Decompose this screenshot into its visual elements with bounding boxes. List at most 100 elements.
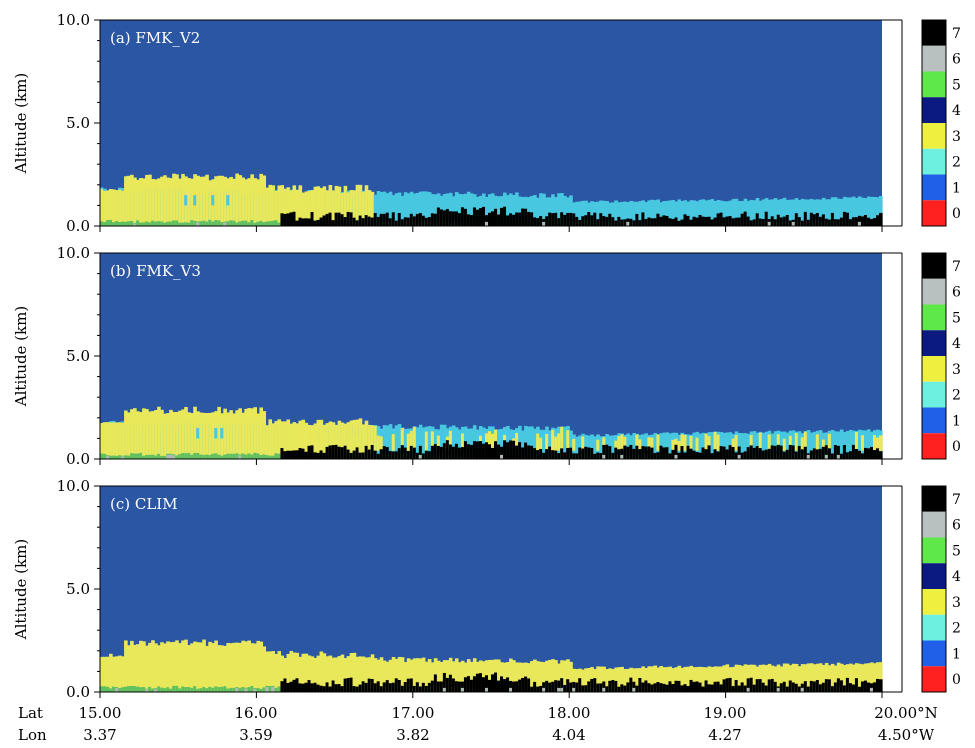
boundary-black-cell: [400, 219, 405, 226]
boundary-black-cell: [584, 685, 588, 692]
boundary-black-cell: [671, 218, 676, 226]
boundary-black-cell: [743, 451, 748, 459]
yellow-stripe-cell: [406, 433, 411, 451]
dust-layer-cell: [232, 413, 236, 459]
surface-green-cell: [187, 222, 191, 226]
boundary-black-cell: [280, 681, 285, 692]
boundary-black-cell: [289, 450, 294, 459]
upper-layer-cell: [650, 666, 655, 692]
surface-green-cell: [172, 220, 176, 226]
upper-layer-cell: [794, 663, 799, 692]
boundary-black-cell: [863, 215, 868, 226]
boundary-black-cell: [346, 449, 351, 459]
surface-gray-cell: [572, 687, 576, 692]
surface-green-cell: [277, 686, 282, 692]
boundary-black-cell: [412, 447, 417, 459]
colorbar-swatch: [922, 304, 946, 331]
surface-green-cell: [157, 686, 161, 692]
boundary-black-cell: [611, 217, 615, 226]
upper-layer-cell: [842, 664, 847, 692]
dust-layer-cell: [355, 419, 360, 459]
dust-layer-cell: [151, 411, 155, 459]
upper-layer-cell: [623, 668, 627, 692]
lat-tick-label: 17.00: [392, 704, 435, 722]
dust-layer-cell: [298, 185, 303, 226]
boundary-black-cell: [364, 445, 369, 459]
boundary-black-cell: [605, 444, 609, 459]
boundary-black-cell: [701, 216, 706, 226]
upper-layer-cell: [563, 195, 567, 226]
boundary-black-cell: [497, 444, 501, 459]
upper-layer-cell: [635, 668, 639, 692]
boundary-black-cell: [590, 447, 594, 459]
upper-layer-cell: [487, 194, 492, 226]
upper-layer-cell: [875, 197, 880, 226]
boundary-black-cell: [683, 684, 688, 692]
dust-layer-cell: [355, 656, 360, 692]
colorbar-swatch: [922, 71, 946, 98]
boundary-black-cell: [509, 213, 513, 226]
dust-layer-cell: [250, 643, 254, 692]
boundary-black-cell: [785, 215, 790, 226]
dust-layer-cell: [370, 654, 375, 692]
upper-layer-cell: [854, 663, 859, 692]
surface-green-cell: [235, 222, 239, 226]
dust-layer-cell: [304, 422, 309, 459]
boundary-black-cell: [653, 218, 658, 226]
upper-layer-cell: [418, 658, 423, 692]
dust-layer-cell: [103, 190, 107, 226]
boundary-black-cell: [527, 211, 531, 226]
upper-layer-cell: [454, 192, 459, 226]
surface-green-cell: [187, 687, 191, 692]
dust-layer-cell: [178, 643, 182, 692]
upper-layer-cell: [722, 201, 727, 226]
dust-layer-cell: [274, 190, 279, 226]
upper-layer-cell: [548, 430, 552, 459]
surface-green-cell: [166, 221, 170, 226]
yellow-stripe-cell: [650, 437, 655, 451]
boundary-black-cell: [379, 213, 384, 226]
upper-layer-cell: [545, 197, 549, 226]
dust-layer-cell: [133, 177, 137, 226]
boundary-black-cell: [463, 677, 468, 692]
dust-layer-cell: [118, 189, 122, 226]
dust-layer-cell: [322, 186, 327, 226]
colorbar-label: 6: [952, 285, 961, 301]
surface-green-cell: [145, 455, 149, 459]
dust-layer-cell: [181, 409, 185, 459]
boundary-black-cell: [481, 677, 486, 692]
upper-layer-cell: [644, 668, 648, 692]
boundary-black-cell: [587, 681, 591, 692]
dust-layer-cell: [139, 177, 143, 226]
dust-layer-cell: [277, 185, 282, 226]
boundary-black-cell: [797, 217, 802, 226]
surface-gray-cell: [172, 455, 176, 459]
dust-layer-cell: [268, 184, 273, 226]
upper-layer-cell: [430, 194, 435, 226]
yellow-stripe-cell: [647, 437, 652, 451]
upper-layer-cell: [629, 200, 633, 226]
boundary-black-cell: [608, 446, 612, 459]
boundary-black-cell: [448, 444, 453, 459]
surface-green-cell: [220, 455, 224, 459]
boundary-black-cell: [491, 674, 495, 692]
boundary-black-cell: [617, 449, 621, 459]
boundary-black-cell: [457, 213, 462, 226]
dust-layer-cell: [289, 651, 294, 692]
boundary-black-cell: [692, 450, 697, 459]
upper-layer-cell: [418, 191, 423, 226]
upper-layer-cell: [451, 425, 456, 459]
boundary-black-cell: [527, 445, 531, 459]
yellow-stripe-cell: [716, 434, 721, 451]
dust-layer-cell: [163, 175, 167, 226]
boundary-black-cell: [494, 441, 498, 459]
surface-gray-cell: [460, 687, 465, 692]
upper-layer-cell: [409, 191, 414, 226]
boundary-black-cell: [740, 682, 745, 692]
upper-layer-cell: [725, 201, 730, 226]
boundary-black-cell: [331, 680, 336, 692]
upper-layer-cell: [683, 200, 688, 226]
dust-layer-cell: [256, 640, 261, 692]
dust-layer-cell: [205, 174, 209, 226]
upper-layer-cell: [860, 664, 865, 692]
